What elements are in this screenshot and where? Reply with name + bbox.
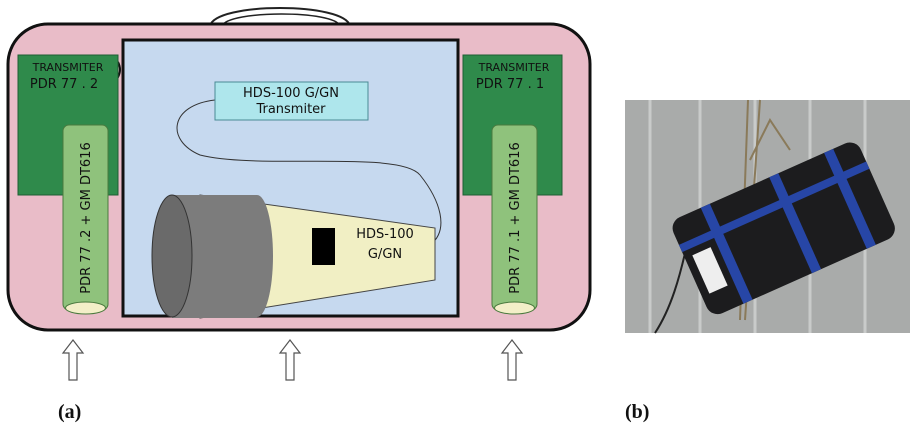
arrow [280, 340, 300, 380]
photo [625, 100, 910, 333]
figure: HDS-100 G/GN Transmiter HDS-100 G/GN TRA… [0, 0, 912, 426]
transmitter-title: TRANSMITER [32, 61, 104, 74]
probe-end [66, 302, 106, 314]
detector-window [312, 228, 335, 265]
transmitter-model: PDR 77 . 2 [30, 77, 98, 92]
hds-transmitter-label: Transmiter [255, 102, 326, 117]
detector-end [152, 195, 192, 317]
probe-label: PDR 77 .1 + GM DT616 [508, 142, 523, 293]
probe-end [495, 302, 535, 314]
hds-transmitter-label: HDS-100 G/GN [243, 86, 339, 101]
panel-label: (a) [58, 401, 81, 423]
arrow [63, 340, 83, 380]
arrows [63, 340, 522, 380]
detector-cylinder [241, 195, 273, 317]
detector-label: G/GN [368, 247, 402, 262]
transmitter-title: TRANSMITER [478, 61, 550, 74]
transmitter-model: PDR 77 . 1 [476, 77, 544, 92]
panel-label: (b) [625, 401, 649, 423]
arrow [502, 340, 522, 380]
probe-label: PDR 77 .2 + GM DT616 [79, 142, 94, 293]
detector-label: HDS-100 [356, 227, 414, 242]
